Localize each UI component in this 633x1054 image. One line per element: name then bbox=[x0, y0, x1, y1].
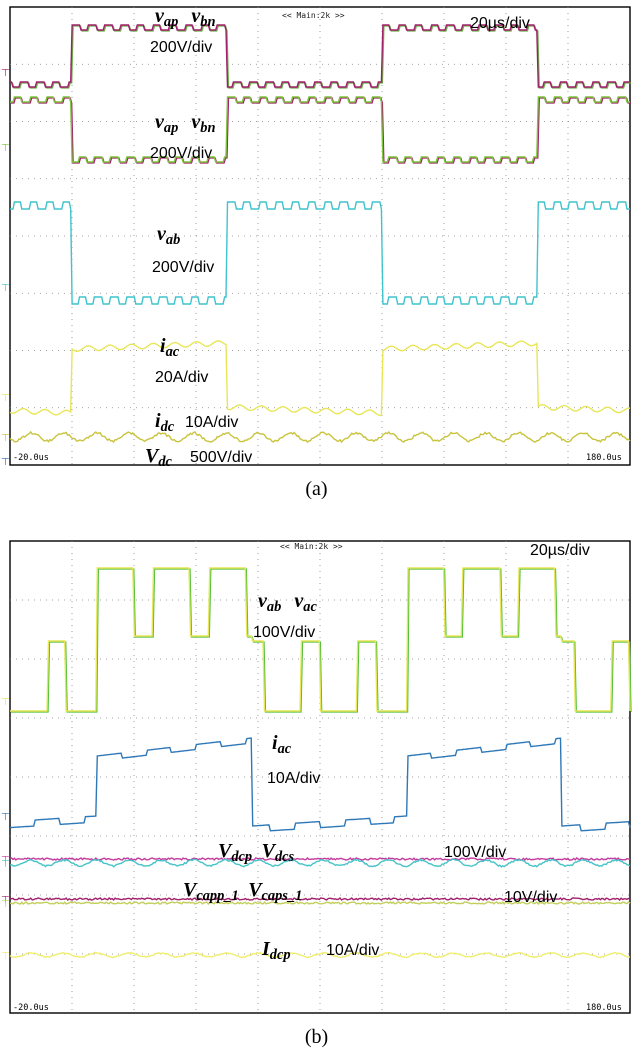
annotation-symbol-2: vbn bbox=[191, 111, 215, 136]
annotation-symbol: vap bbox=[155, 5, 178, 30]
graticule bbox=[10, 541, 630, 1013]
channel-marker-4: ⊤ bbox=[1, 433, 10, 444]
channel-marker-3: ⊤ bbox=[1, 393, 10, 404]
annotation-symbol-2: vac bbox=[294, 590, 317, 615]
trace-2 bbox=[9, 857, 631, 862]
timebase-label: 20µs/div bbox=[470, 15, 530, 32]
annotation-scale: 100V/div bbox=[444, 844, 506, 861]
channel-marker-2: ⊤ bbox=[1, 283, 10, 294]
annotation-symbol: vab bbox=[157, 223, 180, 248]
annotation-symbol-2: Vcaps_1 bbox=[248, 879, 302, 904]
oscilloscope-screen-b: ⊤⊤⊤⊤⊤⊤⊤20µs/div<< Main:2k >>-20.0us 180.0… bbox=[1, 540, 632, 1014]
annotation-scale: 200V/div bbox=[152, 259, 214, 276]
annotation-scale: 100V/div bbox=[253, 624, 315, 641]
trace-0-overlay bbox=[11, 568, 632, 713]
trace-3 bbox=[9, 340, 631, 417]
annotation-scale: 10V/div bbox=[504, 889, 557, 906]
trace-4 bbox=[9, 897, 631, 901]
trace-5 bbox=[9, 900, 631, 906]
annotation-symbol-2: Vdcs bbox=[262, 840, 295, 865]
annotation-symbol: Vdc bbox=[145, 445, 173, 470]
channel-marker-1: ⊤ bbox=[1, 812, 10, 823]
oscilloscope-panel-a: ⊤ ⊤ ⊤ ⊤ ⊤ ⊤ 20µs/div << Main:2k >> -20.0us 180.0u… bbox=[0, 0, 633, 480]
annotation-3: Vcapp_1 Vcaps_1 10V/div bbox=[183, 879, 557, 906]
oscilloscope-panel-b: ⊤ ⊤ ⊤ ⊤ ⊤ ⊤ ⊤ 20µs/div << Main:2k >> -20.0us 180.0… bbox=[0, 537, 633, 1022]
annotation-symbol: iac bbox=[272, 732, 292, 757]
annotation-scale: 10A/div bbox=[185, 414, 238, 431]
trace-0 bbox=[10, 567, 631, 712]
channel-marker-0: ⊤ bbox=[1, 68, 10, 79]
channel-marker-1: ⊤ bbox=[1, 143, 10, 154]
annotation-symbol: vap bbox=[155, 111, 178, 136]
channel-marker-2: ⊤ bbox=[1, 855, 10, 866]
annotation-scale: 500V/div bbox=[190, 449, 252, 466]
trace-6 bbox=[9, 951, 631, 959]
annotation-scale: 10A/div bbox=[267, 770, 320, 787]
oscilloscope-screen-a: ⊤ ⊤ ⊤ ⊤ ⊤ ⊤ 20µs/div << Main:2k >> -20.0us 180.0u… bbox=[1, 5, 631, 480]
annotation-symbol: idc bbox=[155, 410, 175, 435]
annotation-2: Vdcp Vdcs 100V/div bbox=[218, 840, 506, 865]
channel-marker-5: ⊤ bbox=[1, 457, 10, 468]
annotation-scale: 20A/div bbox=[155, 369, 208, 386]
zoom-label: << Main:2k >> bbox=[280, 542, 343, 551]
trace-1 bbox=[10, 96, 630, 163]
annotation-5: Vdc 500V/div bbox=[145, 445, 252, 470]
zoom-label: << Main:2k >> bbox=[282, 11, 345, 20]
x-end-label: 180.0us bbox=[586, 1003, 622, 1013]
annotation-symbol: vab bbox=[258, 590, 281, 615]
trace-1-overlay bbox=[11, 97, 631, 164]
annotation-symbol: iac bbox=[160, 335, 180, 360]
channel-marker-5: ⊤ bbox=[1, 899, 10, 910]
trace-3 bbox=[9, 858, 631, 868]
trace-0 bbox=[10, 24, 630, 88]
channel-marker-3: ⊤ bbox=[1, 859, 10, 870]
annotation-1: iac 10A/div bbox=[267, 732, 320, 787]
annotation-scale: 200V/div bbox=[150, 39, 212, 56]
channel-marker-6: ⊤ bbox=[1, 951, 10, 962]
annotation-symbol: Idcp bbox=[261, 938, 291, 963]
annotation-2: vab 200V/div bbox=[152, 223, 214, 276]
channel-marker-4: ⊤ bbox=[1, 895, 10, 906]
panel-b-caption: (b) bbox=[304, 1026, 329, 1048]
x-start-label: -20.0us bbox=[13, 1003, 49, 1013]
x-end-label: 180.0us bbox=[586, 453, 622, 463]
annotation-1: vap vbn 200V/div bbox=[150, 111, 215, 162]
annotation-symbol-2: vbn bbox=[191, 5, 215, 30]
annotation-symbol: Vdcp bbox=[218, 840, 252, 865]
trace-4 bbox=[9, 430, 631, 444]
annotation-scale: 200V/div bbox=[150, 145, 212, 162]
annotation-4: Idcp 10A/div bbox=[261, 938, 379, 963]
annotation-symbol: Vcapp_1 bbox=[183, 879, 239, 904]
trace-2 bbox=[10, 201, 630, 305]
annotation-0: vab vac 100V/div bbox=[253, 590, 317, 641]
channel-marker-0: ⊤ bbox=[1, 697, 10, 708]
annotation-3: iac 20A/div bbox=[155, 335, 208, 386]
x-start-label: -20.0us bbox=[13, 453, 49, 463]
annotation-scale: 10A/div bbox=[326, 942, 379, 959]
trace-1 bbox=[9, 737, 631, 832]
panel-a-caption: (a) bbox=[305, 478, 328, 500]
timebase-label: 20µs/div bbox=[530, 542, 590, 559]
annotation-0: vap vbn 200V/div bbox=[150, 5, 215, 56]
annotation-4: idc 10A/div bbox=[155, 410, 238, 435]
